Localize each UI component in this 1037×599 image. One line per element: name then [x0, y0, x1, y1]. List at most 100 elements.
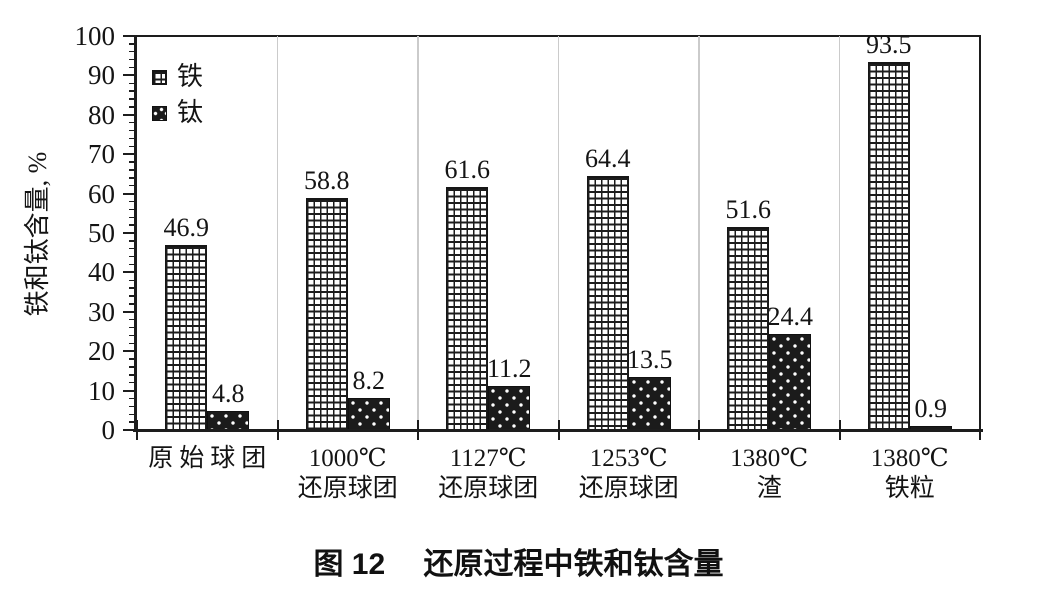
y-axis-minor-tick: [129, 43, 137, 45]
bar-titanium-1: [347, 397, 390, 430]
x-category-label-line: 铁粒: [884, 475, 935, 502]
y-axis-minor-tick: [129, 318, 137, 321]
bar-iron-4: [727, 226, 770, 430]
bar-titanium-3: [628, 376, 671, 430]
y-axis-minor-tick: [129, 200, 137, 203]
y-tick-label: 20: [88, 336, 115, 367]
y-tick-label: 10: [88, 375, 115, 406]
y-tick-label: 100: [74, 21, 116, 51]
y-axis-major-tick: [123, 310, 137, 313]
x-category-label-line: 原始球团: [148, 445, 273, 472]
figure-caption: 图 12 还原过程中铁和钛含量: [313, 548, 724, 581]
y-axis-minor-tick: [129, 358, 137, 360]
value-label-iron-4: 51.6: [725, 194, 772, 224]
x-category-label-line: 还原球团: [297, 475, 398, 502]
y-axis-major-tick: [123, 153, 137, 156]
y-tick-label: 40: [88, 257, 115, 288]
x-category-label-line: 1380℃: [870, 445, 949, 472]
y-axis-minor-tick: [129, 90, 137, 92]
y-axis-major-tick: [123, 192, 137, 195]
bar-titanium-4: [769, 333, 812, 430]
y-axis-minor-tick: [129, 295, 137, 297]
y-axis-minor-tick: [129, 421, 137, 423]
y-axis-major-tick: [123, 429, 137, 431]
value-label-iron-2: 61.6: [444, 155, 491, 185]
y-axis-major-tick: [123, 74, 137, 77]
x-axis-line: [133, 429, 983, 432]
bar-iron-1: [305, 198, 348, 430]
value-label-titanium-3: 13.5: [627, 344, 673, 374]
x-category-label-3: 1253℃ 还原球团: [559, 444, 700, 504]
y-tick-label: 30: [88, 296, 115, 327]
y-axis-minor-tick: [129, 51, 137, 53]
x-category-label-line: 还原球团: [578, 475, 679, 502]
x-category-label-line: 1380℃: [730, 445, 809, 472]
y-axis-minor-tick: [129, 106, 137, 108]
bar-iron-5: [867, 61, 910, 430]
y-axis-major-tick: [123, 35, 137, 37]
x-category-label-5: 1380℃ 铁粒: [840, 444, 981, 504]
legend-item-titanium: 钛: [152, 98, 203, 128]
category-separator-gridline: [417, 36, 419, 430]
y-tick-label: 50: [88, 218, 115, 248]
category-separator-gridline: [276, 36, 279, 430]
value-label-titanium-4: 24.4: [767, 301, 814, 331]
value-label-titanium-0: 4.8: [212, 379, 245, 409]
y-tick-label: 60: [88, 178, 115, 209]
value-label-titanium-1: 8.2: [352, 365, 386, 395]
y-axis-minor-tick: [129, 303, 137, 305]
y-axis-minor-tick: [129, 397, 137, 400]
x-category-label-line: 1253℃: [589, 445, 668, 472]
y-axis-minor-tick: [129, 248, 137, 250]
y-axis-minor-tick: [129, 366, 137, 368]
y-axis-major-tick: [123, 389, 137, 392]
category-separator-gridline: [698, 36, 700, 430]
y-axis-major-tick: [123, 113, 137, 116]
y-axis-minor-tick: [129, 82, 137, 84]
value-label-iron-1: 58.8: [304, 166, 350, 196]
y-tick-label: 80: [88, 99, 115, 130]
titanium-dot-swatch-icon: [152, 105, 167, 121]
y-axis-minor-tick: [129, 240, 137, 242]
y-axis-minor-tick: [129, 382, 137, 384]
y-axis-minor-tick: [129, 58, 137, 61]
x-category-label-2: 1127℃ 还原球团: [418, 444, 559, 504]
value-label-iron-3: 64.4: [585, 144, 631, 174]
y-axis-minor-tick: [129, 216, 137, 218]
y-axis-major-tick: [123, 271, 137, 274]
y-axis-minor-tick: [129, 263, 137, 266]
y-axis-line: [134, 35, 137, 431]
value-label-titanium-2: 11.2: [486, 353, 532, 383]
y-tick-label: 90: [88, 60, 115, 91]
y-axis-minor-tick: [129, 374, 137, 376]
y-tick-label: 70: [88, 139, 115, 170]
y-axis-major-tick: [123, 232, 137, 234]
value-label-iron-0: 46.9: [163, 213, 210, 243]
bar-titanium-0: [207, 411, 250, 430]
y-tick-label: 0: [101, 415, 116, 445]
y-axis-minor-tick: [129, 224, 137, 226]
iron-grid-swatch-icon: [152, 69, 167, 85]
y-axis-minor-tick: [129, 413, 137, 415]
x-category-label-4: 1380℃ 渣: [699, 444, 840, 504]
y-axis-minor-tick: [129, 121, 137, 124]
y-axis-minor-tick: [129, 169, 137, 171]
y-axis-minor-tick: [129, 98, 137, 100]
x-category-label-line: 渣: [756, 475, 782, 502]
y-axis-minor-tick: [129, 66, 137, 69]
bar-iron-2: [446, 187, 489, 430]
x-category-label-line: 还原球团: [438, 475, 539, 502]
x-category-label-1: 1000℃ 还原球团: [278, 444, 419, 504]
category-separator-gridline: [838, 36, 841, 430]
legend-label-iron: 铁: [177, 62, 204, 91]
y-axis-minor-tick: [129, 342, 137, 344]
y-axis-minor-tick: [129, 161, 137, 163]
y-axis-minor-tick: [129, 177, 137, 179]
x-category-label-line: 1000℃: [308, 445, 387, 472]
legend-item-iron: 铁: [152, 62, 203, 92]
x-category-label-line: 1127℃: [449, 445, 527, 472]
y-axis-minor-tick: [129, 255, 137, 258]
y-axis-minor-tick: [129, 137, 137, 140]
